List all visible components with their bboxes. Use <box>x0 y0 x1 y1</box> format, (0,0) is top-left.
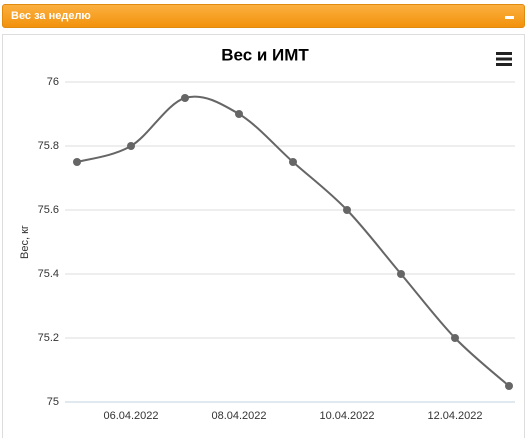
x-tick-label: 08.04.2022 <box>211 410 266 422</box>
panel <box>2 34 525 438</box>
x-tick-label: 10.04.2022 <box>319 410 374 422</box>
collapse-icon[interactable] <box>505 16 514 19</box>
y-tick-label: 75.8 <box>38 140 59 152</box>
y-tick-label: 75.6 <box>38 204 59 216</box>
x-tick-label: 06.04.2022 <box>103 410 158 422</box>
x-tick-label: 12.04.2022 <box>427 410 482 422</box>
chart-title: Вес и ИМТ <box>221 45 309 64</box>
point <box>127 142 135 150</box>
menu-icon[interactable] <box>496 52 512 66</box>
y-tick-label: 75 <box>47 396 59 408</box>
point <box>181 94 189 102</box>
panel-header[interactable]: Вес за неделю <box>2 4 525 28</box>
y-tick-label: 76 <box>47 76 59 88</box>
point <box>505 382 513 390</box>
y-axis-label: Вес, кг <box>19 225 31 259</box>
point <box>343 206 351 214</box>
point <box>397 270 405 278</box>
point <box>235 110 243 118</box>
y-tick-label: 75.4 <box>38 268 59 280</box>
point <box>289 158 297 166</box>
y-tick-label: 75.2 <box>38 332 59 344</box>
line <box>76 95 510 387</box>
point <box>451 334 459 342</box>
point <box>73 158 81 166</box>
panel-title: Вес за неделю <box>11 10 91 22</box>
